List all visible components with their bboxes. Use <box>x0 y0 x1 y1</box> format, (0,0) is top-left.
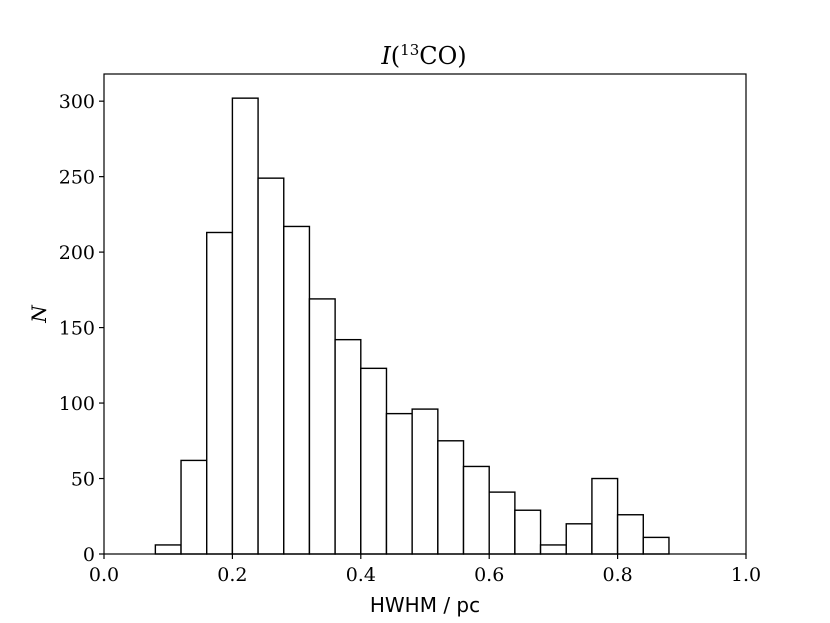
title-superscript: 13 <box>400 41 419 59</box>
plot-frame <box>103 73 747 555</box>
y-axis-ticks: 0 50 100 150 200 250 300 <box>59 91 104 566</box>
histogram-bar <box>334 338 362 555</box>
y-tick-label: 300 <box>59 91 95 113</box>
histogram-bar <box>488 491 516 555</box>
x-tick-label: 0.6 <box>474 564 504 586</box>
histogram-bar <box>462 465 490 555</box>
histogram-bar <box>283 225 311 555</box>
histogram-bar <box>154 544 182 555</box>
x-tick-label: 1.0 <box>731 564 761 586</box>
y-tick-label: 150 <box>59 318 95 340</box>
histogram-bar <box>616 514 644 555</box>
histogram-bar <box>437 440 465 555</box>
chart-title: I(13CO) <box>380 41 466 70</box>
histogram-bar <box>591 477 619 555</box>
histogram-bar <box>180 459 208 555</box>
y-tick-label: 50 <box>71 469 95 491</box>
x-axis-ticks: 0.0 0.2 0.4 0.6 0.8 1.0 <box>89 554 761 586</box>
title-rest: CO) <box>419 42 466 70</box>
histogram-bar <box>411 408 439 555</box>
histogram-bar <box>206 231 234 555</box>
x-tick-label: 0.2 <box>217 564 247 586</box>
histogram-bar <box>642 536 670 555</box>
histogram-bar <box>385 412 413 555</box>
x-tick-label: 0.8 <box>602 564 632 586</box>
histogram-bar <box>257 177 285 555</box>
title-open: ( <box>391 42 400 70</box>
histogram-bar <box>539 544 567 555</box>
histogram-bar <box>565 523 593 555</box>
y-axis-label: N <box>27 304 51 324</box>
histogram-bar <box>231 97 259 555</box>
histogram-bar <box>514 509 542 555</box>
x-tick-label: 0.4 <box>346 564 376 586</box>
title-main: I <box>380 42 391 70</box>
y-tick-label: 100 <box>59 393 95 415</box>
histogram-bar <box>360 367 388 555</box>
x-axis-label: HWHM / pc <box>370 593 480 617</box>
bars-group <box>154 97 670 555</box>
y-tick-label: 0 <box>83 544 95 566</box>
y-tick-label: 200 <box>59 242 95 264</box>
y-tick-label: 250 <box>59 167 95 189</box>
histogram-bar <box>308 298 336 555</box>
x-tick-label: 0.0 <box>89 564 119 586</box>
